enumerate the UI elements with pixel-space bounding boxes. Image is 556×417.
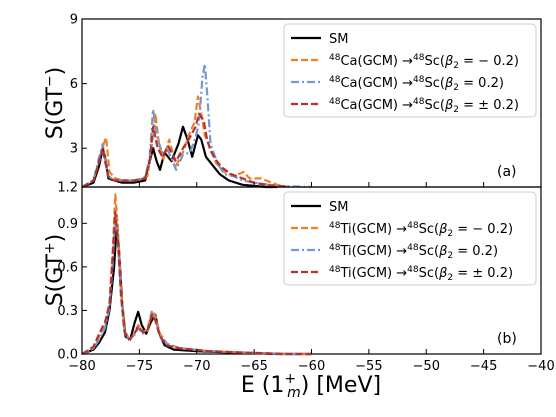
y-tick-label: 9 (70, 13, 78, 28)
y-tick-label: 0.6 (57, 260, 78, 275)
legend-entry: 48Ca(GCM) →48Sc(β2 = 0.2) (329, 75, 504, 93)
y-tick-label: 1.2 (57, 181, 78, 196)
y-tick-label: 6 (70, 77, 78, 92)
series-line-0 (81, 229, 312, 356)
legend-entry: 48Ca(GCM) →48Sc(β2 = ± 0.2) (329, 97, 519, 115)
x-tick-label: −55 (355, 359, 382, 374)
panel-b-xticks: −80 −75 −70 −65 −60 −55 −50 −45 −40 (68, 349, 555, 374)
legend-entry: SM (329, 32, 348, 47)
panel-b-tag: (b) (497, 331, 517, 347)
panel-b-plot (81, 193, 312, 356)
x-tick-label: −70 (183, 359, 210, 374)
legend-entry: SM (329, 200, 348, 215)
panel-a-ylabel: S(GT−) (42, 67, 68, 140)
x-tick-label: −45 (470, 359, 497, 374)
panel-b-yticks: 0.0 0.3 0.6 0.9 (57, 217, 87, 363)
panel-a-legend: SM 48Ca(GCM) →48Sc(β2 = − 0.2) 48Ca(GCM) →… (283, 23, 537, 118)
panel-b-legend-box (283, 191, 537, 286)
series-line-1 (81, 193, 312, 356)
x-tick-label: −75 (126, 359, 153, 374)
panel-b-ylabel: S(GT+) (42, 234, 68, 307)
series-line-2 (81, 213, 312, 356)
panel-b: 0.0 0.3 0.6 0.9 −80 −75 −70 −65 −60 −55 −50 −45 −40… (42, 186, 555, 401)
x-tick-label: −50 (413, 359, 440, 374)
y-tick-label: 3 (70, 142, 78, 157)
y-tick-label: 0.3 (57, 304, 78, 319)
y-tick-label: 0.9 (57, 217, 78, 232)
series-line-1 (81, 95, 289, 189)
legend-entry: 48Ti(GCM) →48Sc(β2 = − 0.2) (329, 221, 513, 239)
series-line-2 (81, 63, 312, 189)
x-tick-label: −65 (240, 359, 267, 374)
legend-entry: 48Ca(GCM) →48Sc(β2 = − 0.2) (329, 53, 519, 71)
legend-entry: 48Ti(GCM) →48Sc(β2 = 0.2) (329, 243, 498, 261)
panel-a-tag: (a) (497, 164, 517, 180)
panel-a: 1.2 3 6 9 S(GT−) (a) SM 48Ca(GCM) →48Sc(β2 =… (42, 13, 542, 196)
panel-b-legend: SM 48Ti(GCM) →48Sc(β2 = − 0.2) 48Ti(GCM) →… (283, 191, 537, 286)
x-tick-label: −80 (68, 359, 95, 374)
y-tick-label: 0.0 (57, 348, 78, 363)
series-line-3 (81, 112, 289, 189)
x-tick-label: −40 (527, 359, 554, 374)
x-tick-label: −60 (298, 359, 325, 374)
panel-a-plot (81, 63, 542, 189)
legend-entry: 48Ti(GCM) →48Sc(β2 = ± 0.2) (329, 265, 513, 283)
panel-a-legend-box (283, 23, 537, 118)
x-axis-label: E (1+ m) [MeV] (241, 371, 381, 401)
series-line-3 (81, 210, 312, 356)
